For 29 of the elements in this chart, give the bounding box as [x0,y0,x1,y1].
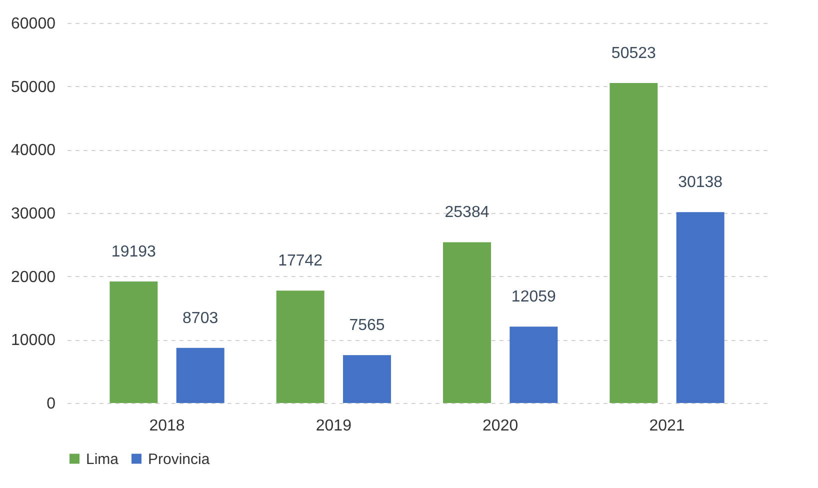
x-tick-label: 2021 [649,418,685,434]
bar [110,281,158,403]
bar [176,348,224,403]
data-label: 17742 [278,252,323,270]
legend-label: Lima [86,450,120,468]
data-label: 12059 [511,288,556,306]
x-tick-label: 2020 [482,418,518,434]
y-tick-label: 50000 [11,78,56,96]
y-tick-label: 0 [46,396,56,412]
data-label: 30138 [678,174,723,192]
y-tick-label: 30000 [11,206,56,222]
bar [343,355,391,403]
y-tick-label: 40000 [11,142,56,160]
bar [676,212,724,403]
bar [510,326,558,403]
x-tick-label: 2019 [316,418,352,434]
bar [610,83,658,403]
data-label: 25384 [444,204,490,222]
data-label: 8703 [182,310,218,327]
data-label: 7565 [349,317,385,334]
data-label: 19193 [111,243,156,260]
bar [443,242,491,403]
bar [276,290,324,403]
x-tick-label: 2018 [149,418,185,434]
data-label: 50523 [611,45,656,62]
legend-label: Provincia [148,450,210,468]
y-tick-label: 10000 [11,332,56,350]
y-tick-label: 20000 [11,268,56,286]
y-tick-label: 60000 [11,16,56,32]
